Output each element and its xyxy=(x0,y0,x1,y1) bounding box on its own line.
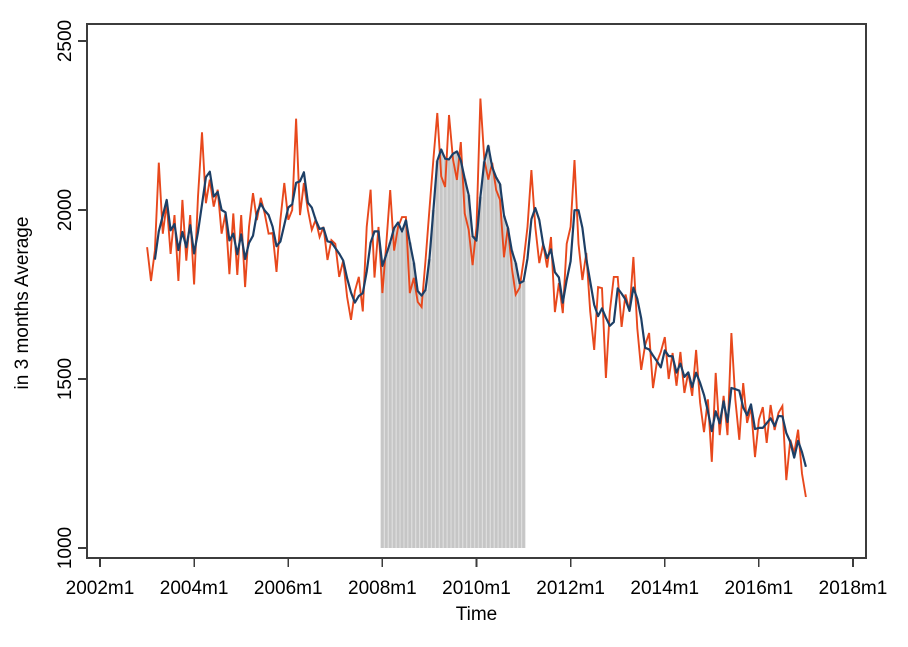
x-tick-label: 2018m1 xyxy=(819,578,888,599)
x-tick-label: 2012m1 xyxy=(536,578,605,599)
shaded-bar xyxy=(510,250,514,548)
shaded-bar xyxy=(443,158,447,548)
shaded-bar xyxy=(467,195,470,548)
shaded-bar xyxy=(408,242,412,548)
shaded-bar xyxy=(396,222,400,548)
shaded-bar xyxy=(490,167,494,548)
shaded-bar xyxy=(384,254,388,548)
x-tick-label: 2014m1 xyxy=(630,578,699,599)
shaded-bar xyxy=(392,228,396,548)
x-tick-label: 2008m1 xyxy=(348,578,417,599)
shaded-bar xyxy=(400,231,404,548)
shaded-bar xyxy=(518,283,521,548)
shaded-bar xyxy=(479,196,482,549)
x-tick-label: 2016m1 xyxy=(725,578,794,599)
shaded-bar xyxy=(428,259,431,548)
x-axis: 2002m1 2004m1 2006m1 2008m1 2010m1 2012m1 2014… xyxy=(66,558,888,599)
y-tick-label: 2000 xyxy=(55,189,76,231)
shaded-bar xyxy=(424,289,427,548)
y-tick-label: 2500 xyxy=(55,20,76,62)
x-axis-title: Time xyxy=(455,604,498,625)
monthly-series-line xyxy=(146,98,807,498)
y-tick-label: 1000 xyxy=(55,527,76,569)
shaded-bar xyxy=(435,160,439,549)
shaded-bar xyxy=(381,265,384,548)
shaded-bar xyxy=(471,236,474,548)
shaded-bar xyxy=(522,281,525,548)
shaded-bar xyxy=(432,210,435,548)
shaded-bar xyxy=(514,263,518,548)
shaded-bar xyxy=(416,291,419,548)
shaded-bar xyxy=(498,184,502,548)
shaded-bar xyxy=(502,215,506,548)
y-tick-label: 1500 xyxy=(55,358,76,400)
shaded-bar xyxy=(447,159,451,548)
shaded-bar xyxy=(451,153,455,549)
shaded-bar xyxy=(420,295,423,548)
shaded-region xyxy=(380,145,526,549)
shaded-bar xyxy=(455,151,459,548)
x-tick-label: 2010m1 xyxy=(442,578,511,599)
x-tick-label: 2004m1 xyxy=(160,578,229,599)
x-tick-label: 2002m1 xyxy=(66,578,135,599)
shaded-bar xyxy=(494,177,498,549)
shaded-bar xyxy=(483,161,486,548)
shaded-bar xyxy=(506,228,510,548)
shaded-bar xyxy=(459,160,463,548)
shaded-bar xyxy=(404,220,408,548)
shaded-bar xyxy=(463,178,467,548)
shaded-bar xyxy=(486,145,490,549)
shaded-bar xyxy=(412,262,416,548)
y-axis: 1000 1500 2000 2500 xyxy=(55,20,87,569)
x-tick-label: 2006m1 xyxy=(254,578,323,599)
y-axis-title: in 3 months Average xyxy=(12,216,33,390)
shaded-bar xyxy=(439,149,443,548)
shaded-bar xyxy=(388,242,392,549)
shaded-bar xyxy=(475,240,478,548)
moving-average-line xyxy=(153,144,807,468)
